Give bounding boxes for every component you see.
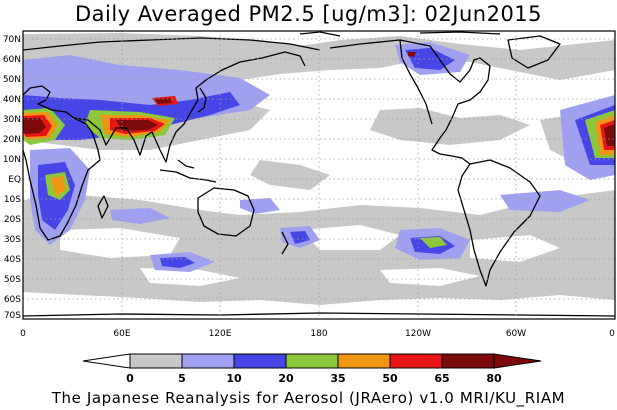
lat-label: 20S <box>4 215 21 225</box>
lat-label: 60S <box>4 295 21 305</box>
lat-label: 10N <box>3 155 21 165</box>
colorbar-label: 20 <box>278 372 294 385</box>
colorbar-label: 10 <box>226 372 242 385</box>
lon-label: 0 <box>609 329 615 339</box>
lat-label: 70S <box>4 311 21 321</box>
lon-label: 60W <box>506 329 526 339</box>
lat-label: EQ <box>8 175 21 185</box>
lat-label: 50N <box>3 75 21 85</box>
lat-label: 30N <box>3 115 21 125</box>
colorbar-high-arrow <box>493 353 542 369</box>
colorbar-label: 5 <box>178 372 186 385</box>
pm25-clean-areas <box>60 225 560 286</box>
colorbar: 0 5 10 20 35 50 65 80 <box>82 353 542 385</box>
lat-label: 20N <box>3 135 21 145</box>
lon-label: 120W <box>405 329 431 339</box>
lat-label: 10S <box>4 195 21 205</box>
colorbar-swatch <box>337 353 391 369</box>
colorbar-swatch <box>389 353 443 369</box>
coastlines <box>23 31 615 317</box>
colorbar-swatch <box>233 353 287 369</box>
lat-label: 60N <box>3 55 21 65</box>
lat-label: 40S <box>4 255 21 265</box>
colorbar-label: 50 <box>382 372 398 385</box>
lat-label: 30S <box>4 235 21 245</box>
lon-axis: 0 60E 120E 180 120W 60W 0 <box>20 329 615 339</box>
plot-frame <box>22 30 616 320</box>
colorbar-swatch <box>285 353 339 369</box>
colorbar-label: 65 <box>434 372 449 385</box>
colorbar-low-arrow <box>82 353 131 369</box>
lat-label: 70N <box>3 35 21 45</box>
colorbar-label: 35 <box>330 372 345 385</box>
lat-label: 40N <box>3 95 21 105</box>
colorbar-swatch <box>129 353 183 369</box>
lat-axis: 70N 60N 50N 40N 30N 20N 10N EQ 10S 20S 3… <box>3 35 21 321</box>
graticule <box>23 31 615 319</box>
lat-label: 50S <box>4 275 21 285</box>
lon-label: 120E <box>209 329 232 339</box>
colorbar-label: 80 <box>486 372 502 385</box>
map-title: Daily Averaged PM2.5 [ug/m3]: 02Jun2015 <box>74 2 543 26</box>
lon-label: 60E <box>113 329 130 339</box>
pm25-darkred-band <box>23 52 615 146</box>
colorbar-swatch <box>441 353 495 369</box>
colorbar-label: 0 <box>126 372 134 385</box>
footer-credit: The Japanese Reanalysis for Aerosol (JRA… <box>51 389 566 407</box>
lon-label: 0 <box>20 329 26 339</box>
lon-label: 180 <box>310 329 327 339</box>
colorbar-swatch <box>181 353 235 369</box>
